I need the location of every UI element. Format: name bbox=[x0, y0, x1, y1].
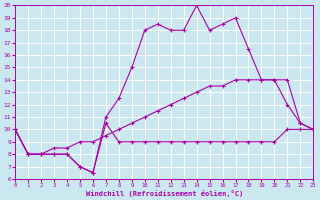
X-axis label: Windchill (Refroidissement éolien,°C): Windchill (Refroidissement éolien,°C) bbox=[85, 190, 243, 197]
